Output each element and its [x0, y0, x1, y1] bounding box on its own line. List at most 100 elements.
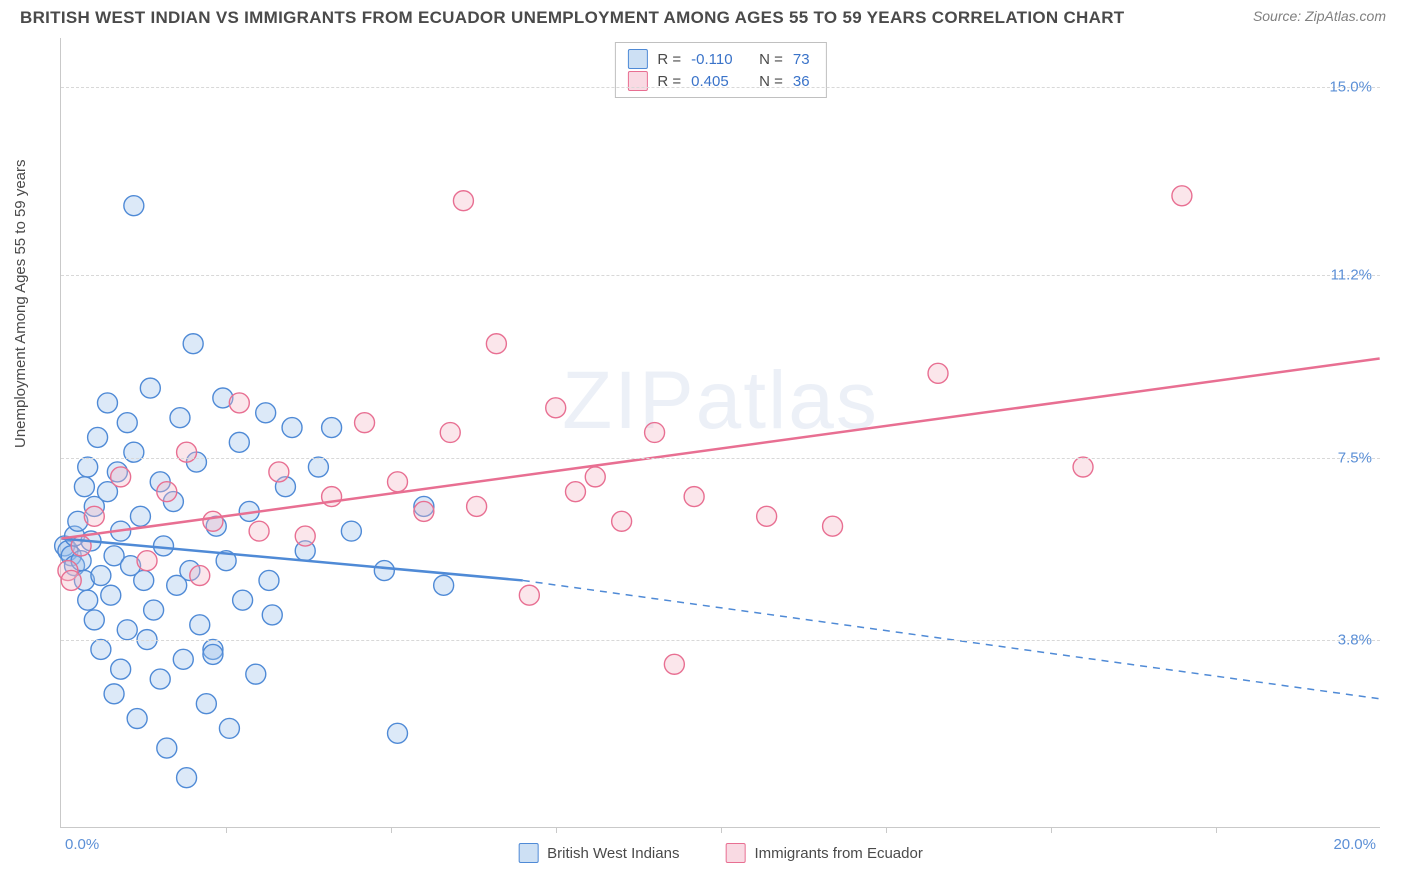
- grid-line: [61, 87, 1380, 88]
- scatter-point: [546, 398, 566, 418]
- legend-item: British West Indians: [518, 843, 679, 863]
- scatter-point: [229, 432, 249, 452]
- legend-item: Immigrants from Ecuador: [725, 843, 922, 863]
- legend-label: British West Indians: [547, 845, 679, 862]
- legend-swatch: [627, 49, 647, 69]
- x-axis-max-label: 20.0%: [1333, 836, 1376, 853]
- scatter-point: [388, 472, 408, 492]
- scatter-point: [246, 664, 266, 684]
- scatter-point: [183, 334, 203, 354]
- scatter-point: [453, 191, 473, 211]
- scatter-point: [203, 644, 223, 664]
- x-tick: [226, 827, 227, 833]
- legend-swatch: [725, 843, 745, 863]
- scatter-point: [249, 521, 269, 541]
- grid-line: [61, 640, 1380, 641]
- scatter-point: [440, 423, 460, 443]
- scatter-point: [585, 467, 605, 487]
- grid-line: [61, 275, 1380, 276]
- source-label: Source: ZipAtlas.com: [1253, 8, 1386, 24]
- scatter-point: [282, 418, 302, 438]
- scatter-point: [612, 511, 632, 531]
- y-tick-label: 7.5%: [1338, 449, 1372, 466]
- legend-label: Immigrants from Ecuador: [754, 845, 922, 862]
- scatter-point: [124, 196, 144, 216]
- plot-svg: [61, 38, 1380, 827]
- scatter-point: [127, 709, 147, 729]
- scatter-point: [414, 501, 434, 521]
- plot-area: ZIPatlas R =-0.110N =73R =0.405N =36 0.0…: [60, 38, 1380, 828]
- scatter-point: [173, 649, 193, 669]
- x-tick: [1051, 827, 1052, 833]
- chart-container: Unemployment Among Ages 55 to 59 years Z…: [20, 38, 1390, 868]
- scatter-point: [388, 723, 408, 743]
- legend-swatch: [518, 843, 538, 863]
- scatter-point: [190, 615, 210, 635]
- scatter-point: [467, 496, 487, 516]
- stats-r-value: -0.110: [691, 51, 749, 68]
- scatter-point: [104, 684, 124, 704]
- stats-legend: R = -0.110 N = 73 R =0.405N =36: [614, 42, 826, 98]
- scatter-point: [78, 457, 98, 477]
- scatter-point: [91, 639, 111, 659]
- scatter-point: [91, 566, 111, 586]
- scatter-point: [74, 477, 94, 497]
- scatter-point: [565, 482, 585, 502]
- stats-n-value: 73: [793, 51, 810, 68]
- scatter-point: [519, 585, 539, 605]
- stats-r-label: R =: [657, 51, 681, 68]
- scatter-point: [134, 570, 154, 590]
- scatter-point: [190, 566, 210, 586]
- scatter-point: [322, 418, 342, 438]
- scatter-point: [157, 482, 177, 502]
- scatter-point: [219, 718, 239, 738]
- scatter-point: [262, 605, 282, 625]
- scatter-point: [124, 442, 144, 462]
- x-tick: [556, 827, 557, 833]
- scatter-point: [84, 506, 104, 526]
- scatter-point: [645, 423, 665, 443]
- scatter-point: [61, 570, 81, 590]
- scatter-point: [111, 659, 131, 679]
- scatter-point: [269, 462, 289, 482]
- scatter-point: [111, 467, 131, 487]
- y-axis-label: Unemployment Among Ages 55 to 59 years: [12, 159, 29, 448]
- scatter-point: [170, 408, 190, 428]
- y-tick-label: 3.8%: [1338, 632, 1372, 649]
- scatter-point: [823, 516, 843, 536]
- scatter-point: [157, 738, 177, 758]
- scatter-point: [229, 393, 249, 413]
- x-tick: [391, 827, 392, 833]
- scatter-point: [101, 585, 121, 605]
- x-tick: [721, 827, 722, 833]
- scatter-point: [1172, 186, 1192, 206]
- x-tick: [886, 827, 887, 833]
- scatter-point: [196, 694, 216, 714]
- x-tick: [1216, 827, 1217, 833]
- scatter-point: [140, 378, 160, 398]
- scatter-point: [78, 590, 98, 610]
- x-axis-min-label: 0.0%: [65, 836, 99, 853]
- scatter-point: [757, 506, 777, 526]
- stats-legend-row: R = -0.110 N = 73: [627, 48, 809, 70]
- scatter-point: [374, 561, 394, 581]
- bottom-legend: British West Indians Immigrants from Ecua…: [518, 843, 923, 863]
- scatter-point: [434, 575, 454, 595]
- scatter-point: [177, 768, 197, 788]
- scatter-point: [259, 570, 279, 590]
- scatter-point: [177, 442, 197, 462]
- scatter-point: [1073, 457, 1093, 477]
- header-row: BRITISH WEST INDIAN VS IMMIGRANTS FROM E…: [0, 0, 1406, 28]
- y-tick-label: 11.2%: [1331, 267, 1372, 284]
- stats-legend-row: R =0.405N =36: [627, 70, 809, 92]
- scatter-point: [295, 526, 315, 546]
- scatter-point: [203, 511, 223, 531]
- scatter-point: [88, 427, 108, 447]
- scatter-point: [233, 590, 253, 610]
- stats-n-label: N =: [759, 51, 783, 68]
- scatter-point: [308, 457, 328, 477]
- scatter-point: [150, 669, 170, 689]
- scatter-point: [341, 521, 361, 541]
- trend-line-solid: [61, 359, 1379, 539]
- scatter-point: [130, 506, 150, 526]
